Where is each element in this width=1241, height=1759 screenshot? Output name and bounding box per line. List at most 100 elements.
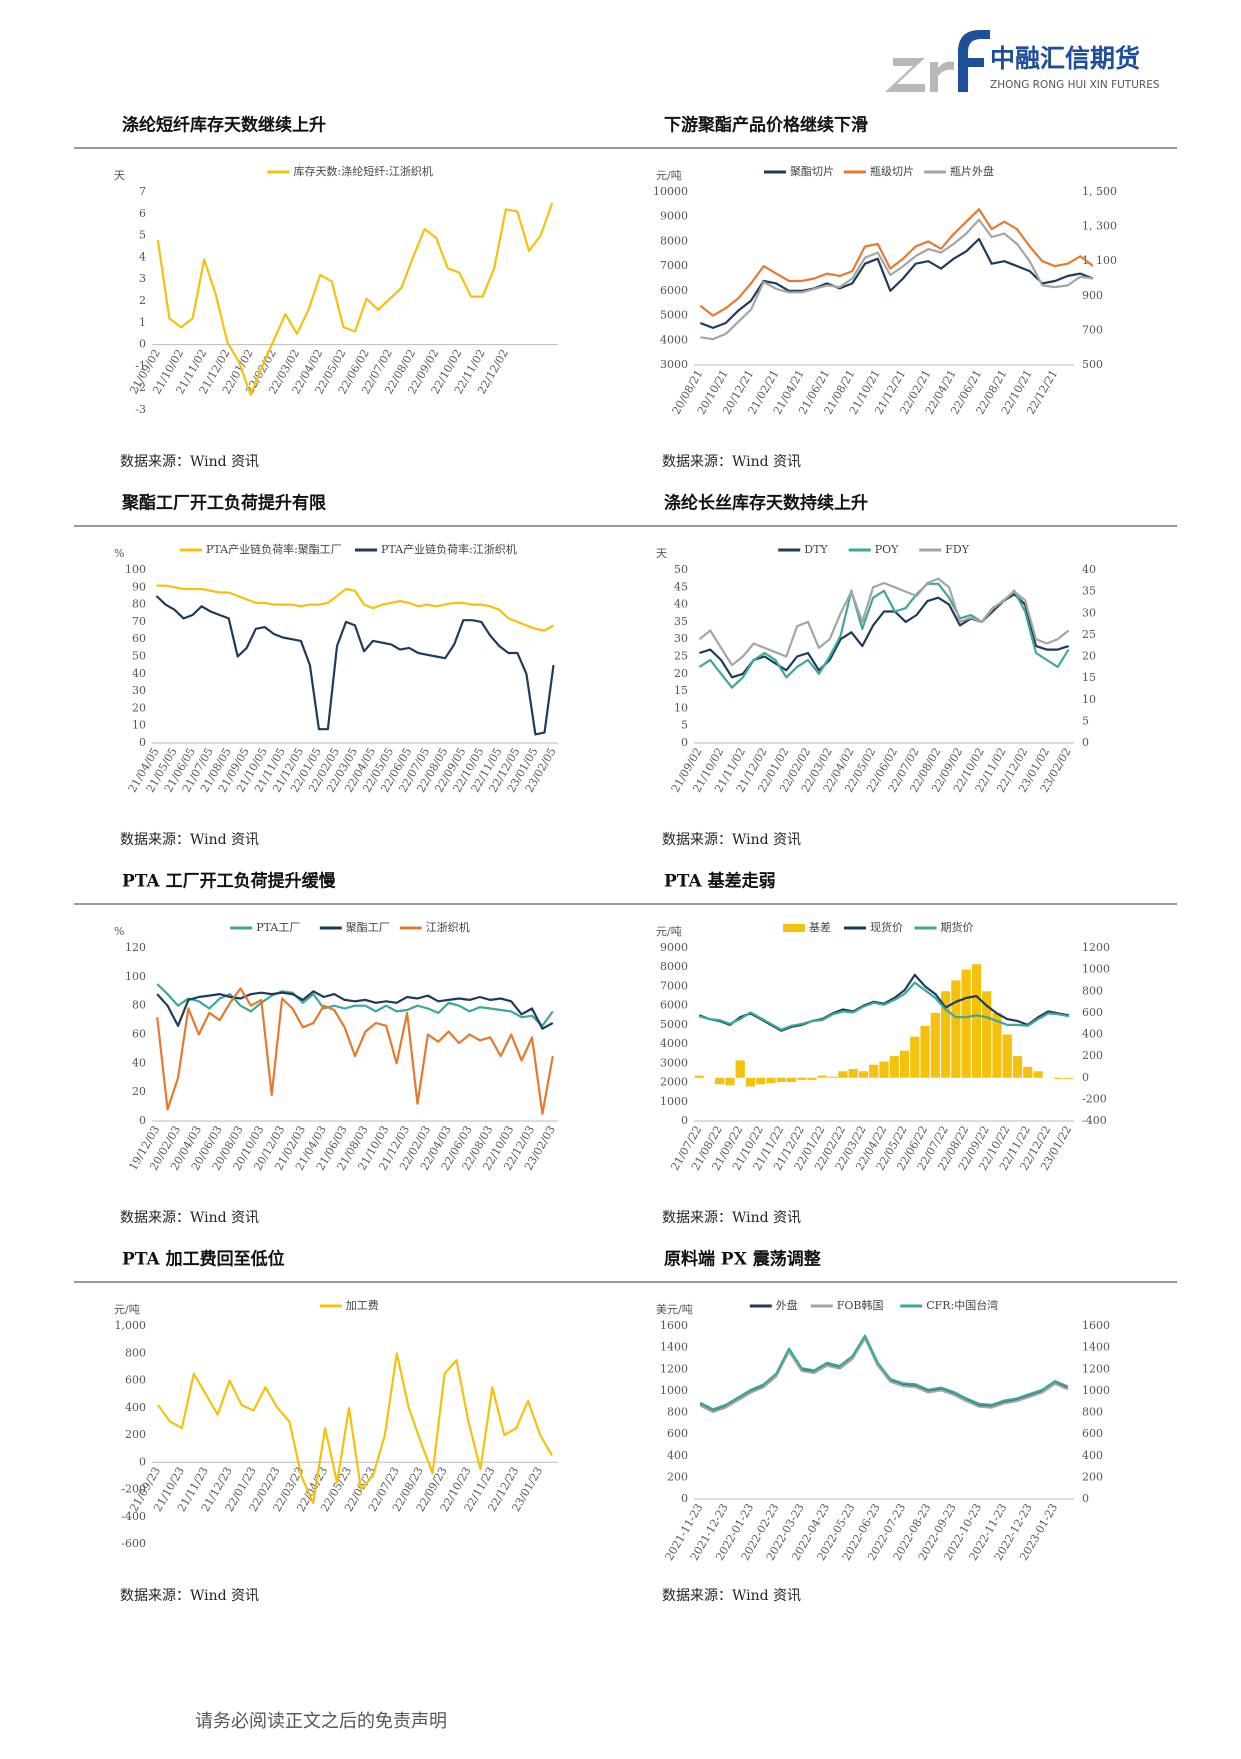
y2-tick-label: 0 [1082, 1071, 1089, 1084]
legend-label: 现货价 [870, 920, 903, 934]
y-tick-label: 0 [681, 1114, 688, 1127]
bar [951, 980, 961, 1078]
series-line [699, 1337, 1069, 1414]
bar [786, 1077, 797, 1083]
y2-tick-label: 1200 [1082, 1362, 1110, 1375]
bar [1023, 1066, 1033, 1078]
bar [817, 1075, 827, 1078]
bar [961, 969, 971, 1078]
y2-tick-label: 1, 300 [1082, 220, 1117, 233]
legend-label: PTA产业链负荷率:江浙织机 [381, 542, 517, 556]
y2-tick-label: -400 [1082, 1114, 1107, 1127]
y-tick-label: 40 [132, 1056, 146, 1069]
y2-tick-label: 500 [1082, 358, 1103, 371]
series-line [698, 577, 1070, 667]
y-tick-label: 10 [132, 719, 146, 732]
y2-tick-label: 20 [1082, 650, 1096, 663]
section-title: 原料端 PX 震荡调整 [664, 1249, 821, 1270]
y-tick-label: 3 [139, 272, 146, 285]
series-line [156, 983, 554, 1027]
bar [715, 1077, 725, 1085]
y-tick-label: 4 [139, 250, 146, 263]
y-tick-label: 7 [139, 185, 146, 198]
y-tick-label: 1,000 [115, 1319, 147, 1332]
y-axis-label: 元/吨 [656, 169, 682, 182]
legend-label: FOB韩国 [837, 1298, 884, 1312]
source-note: 数据来源：Wind 资讯 [662, 1588, 801, 1604]
y-tick-label: 9000 [660, 941, 688, 954]
y-axis-label: 元/吨 [656, 925, 682, 938]
source-note: 数据来源：Wind 资讯 [120, 832, 259, 848]
source-note: 数据来源：Wind 资讯 [120, 1210, 259, 1226]
legend-label: 库存天数:涤纶短纤:江浙织机 [294, 164, 433, 178]
y-tick-label: 200 [125, 1428, 146, 1441]
legend-label: PTA工厂 [256, 921, 300, 934]
y-tick-label: 30 [674, 632, 688, 645]
y-tick-label: -600 [121, 1537, 146, 1550]
y-tick-label: 10 [674, 701, 688, 714]
y-tick-label: 600 [667, 1427, 688, 1440]
bar [1012, 1056, 1023, 1078]
y-tick-label: 0 [139, 1114, 146, 1127]
y-tick-label: 70 [132, 615, 146, 628]
y-tick-label: 1600 [660, 1319, 688, 1332]
y2-tick-label: 1200 [1082, 941, 1110, 954]
series-line [156, 990, 554, 1030]
y-tick-label: -2 [135, 381, 146, 394]
y-tick-label: 6 [139, 207, 146, 220]
y-tick-label: 9000 [660, 210, 688, 223]
disclaimer: 请务必阅读正文之后的免责声明 [195, 1711, 447, 1732]
company-name-en: ZHONG RONG HUI XIN FUTURES [990, 79, 1160, 91]
y-tick-label: 100 [125, 563, 146, 576]
bar [848, 1069, 858, 1078]
legend-label: FDY [945, 543, 969, 556]
section-title: PTA 加工费回至低位 [122, 1249, 285, 1270]
bar [838, 1071, 848, 1078]
bar [776, 1077, 786, 1083]
y-tick-label: 20 [674, 667, 688, 680]
y2-tick-label: 1400 [1082, 1341, 1110, 1354]
legend-label: 外盘 [776, 1298, 798, 1312]
logo-icon [885, 30, 990, 92]
bar [797, 1077, 807, 1080]
y2-tick-label: 800 [1082, 1406, 1103, 1419]
y-tick-label: 4000 [660, 333, 688, 346]
y-tick-label: 120 [125, 941, 146, 954]
bar [694, 1075, 704, 1078]
bar [879, 1061, 889, 1078]
y-tick-label: 60 [132, 1028, 146, 1041]
y-tick-label: 1 [139, 316, 146, 329]
y-tick-label: 10000 [653, 185, 688, 198]
series-line [698, 973, 1070, 1032]
y-tick-label: 0 [681, 736, 688, 749]
section-title: 下游聚酯产品价格继续下滑 [664, 115, 868, 136]
y-tick-label: 90 [132, 580, 146, 593]
y-axis-label: 美元/吨 [656, 1303, 693, 1316]
y-tick-label: 80 [132, 999, 146, 1012]
company-name: 中融汇信期货 [990, 44, 1140, 73]
y-tick-label: 0 [139, 736, 146, 749]
y-tick-label: 0 [139, 1455, 146, 1468]
y-tick-label: 3000 [660, 358, 688, 371]
y2-tick-label: 700 [1082, 323, 1103, 336]
y-tick-label: 25 [674, 650, 688, 663]
bar [828, 1076, 838, 1078]
bar [858, 1071, 869, 1078]
bar [930, 1012, 940, 1078]
y-tick-label: 0 [681, 1492, 688, 1505]
y-tick-label: 0 [139, 338, 146, 351]
y2-tick-label: 200 [1082, 1470, 1103, 1483]
y-axis-label: 天 [656, 547, 667, 560]
bar [766, 1077, 776, 1084]
y-tick-label: -3 [135, 403, 146, 416]
legend-label: 加工费 [346, 1299, 379, 1312]
series-line [698, 582, 1070, 689]
y-axis-label: % [114, 925, 124, 938]
bar [889, 1056, 899, 1078]
y-tick-label: 40 [674, 598, 688, 611]
y2-tick-label: 0 [1082, 736, 1089, 749]
section-title: PTA 工厂开工负荷提升缓慢 [122, 871, 337, 892]
y2-tick-label: 25 [1082, 628, 1096, 641]
